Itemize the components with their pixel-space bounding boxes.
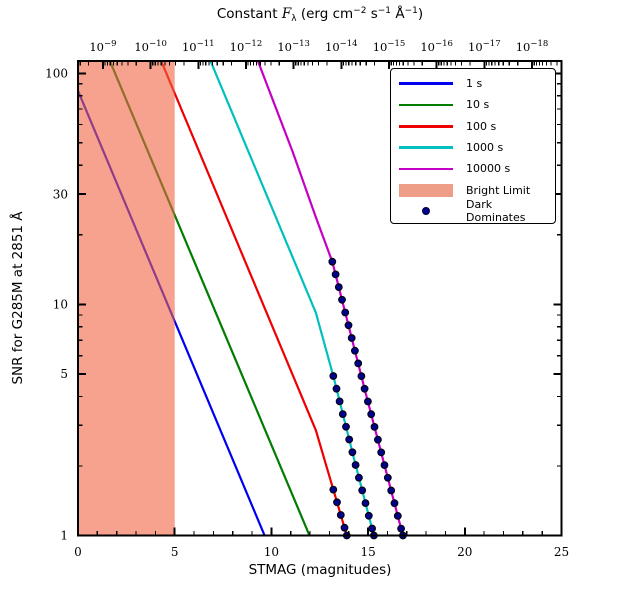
legend-entry-10-s: 10 s [391, 94, 555, 115]
plot-frame [77, 60, 563, 537]
swatch-shape [422, 207, 430, 216]
top-tick-label: 10−13 [277, 39, 310, 54]
y-tick-label: 100 [45, 66, 68, 80]
y-tick-label: 30 [53, 187, 68, 201]
x-tick-label: 15 [360, 545, 375, 559]
legend-label: 1 s [466, 77, 483, 91]
legend-line-swatch [399, 82, 453, 85]
legend-entry-100-s: 100 s [391, 116, 555, 137]
legend-entry-10000-s: 10000 s [391, 158, 555, 179]
top-tick-label: 10−16 [420, 39, 453, 54]
y-tick-label: 10 [53, 298, 68, 312]
x-tick-label: 20 [457, 545, 472, 559]
swatch-shape [399, 146, 453, 149]
legend-label: Dark Dominates [466, 198, 526, 225]
legend-line-swatch [399, 124, 453, 128]
title-fragment: s [366, 6, 378, 22]
x-tick-label: 0 [74, 545, 82, 559]
title-fragment: F [281, 6, 292, 22]
swatch-shape [399, 124, 453, 128]
series-line-10000-s [256, 61, 404, 536]
y-axis-label: SNR for G285M at 2851 Å [10, 211, 26, 385]
title-fragment: −1 [404, 6, 418, 16]
title-fragment: Å [391, 6, 405, 22]
x-tick-label: 25 [554, 545, 569, 559]
legend-label: 1000 s [466, 141, 504, 155]
swatch-shape [399, 82, 453, 85]
top-tick-label: 10−9 [89, 39, 116, 54]
legend-label: Bright Limit [466, 183, 531, 197]
title-fragment: ) [417, 6, 424, 22]
legend-label: 10 s [466, 98, 490, 112]
title-fragment: Constant [216, 6, 282, 22]
swatch-shape [399, 167, 453, 171]
legend: 1 s 10 s 100 s 1000 s 10000 s Bright Limit Dar… [390, 68, 556, 224]
swatch-shape [399, 183, 453, 197]
y-tick-label: 5 [60, 367, 68, 381]
top-tick-label: 10−18 [516, 39, 549, 54]
title-fragment: λ [291, 14, 297, 24]
title-fragment: −2 [353, 6, 367, 16]
x-tick-label: 10 [264, 545, 279, 559]
top-tick-label: 10−14 [325, 39, 358, 54]
title-fragment: −1 [377, 6, 392, 16]
axis-ticks [77, 61, 563, 537]
x-axis-label: STMAG (magnitudes) [248, 562, 392, 578]
legend-marker-icon [399, 207, 453, 216]
legend-label: 10000 s [466, 162, 511, 176]
top-axis-title: Constant Fλ (erg cm−2 s−1 Å−1) [78, 6, 562, 24]
top-tick-label: 10−11 [182, 39, 215, 54]
series-line-100-s [160, 61, 348, 536]
legend-patch-swatch [399, 183, 453, 197]
bright-limit-region [78, 61, 175, 536]
legend-entry-1-s: 1 s [391, 73, 555, 94]
legend-line-swatch [399, 167, 453, 171]
top-tick-label: 10−10 [134, 39, 167, 54]
legend-label: 100 s [466, 119, 497, 133]
legend-line-swatch [399, 146, 453, 149]
swatch-shape [399, 103, 453, 107]
legend-entry-bright-limit: Bright Limit [391, 179, 555, 200]
top-tick-label: 10−15 [373, 39, 406, 54]
x-tick-label: 5 [171, 545, 179, 559]
dark-dominates-dots [328, 257, 407, 540]
legend-entry-dark-dominates: Dark Dominates [391, 198, 555, 225]
legend-entry-1000-s: 1000 s [391, 137, 555, 158]
top-tick-label: 10−12 [230, 39, 263, 54]
legend-line-swatch [399, 103, 453, 107]
y-tick-label: 1 [60, 529, 68, 543]
top-tick-label: 10−17 [468, 39, 501, 54]
title-fragment: (erg cm [296, 6, 354, 22]
